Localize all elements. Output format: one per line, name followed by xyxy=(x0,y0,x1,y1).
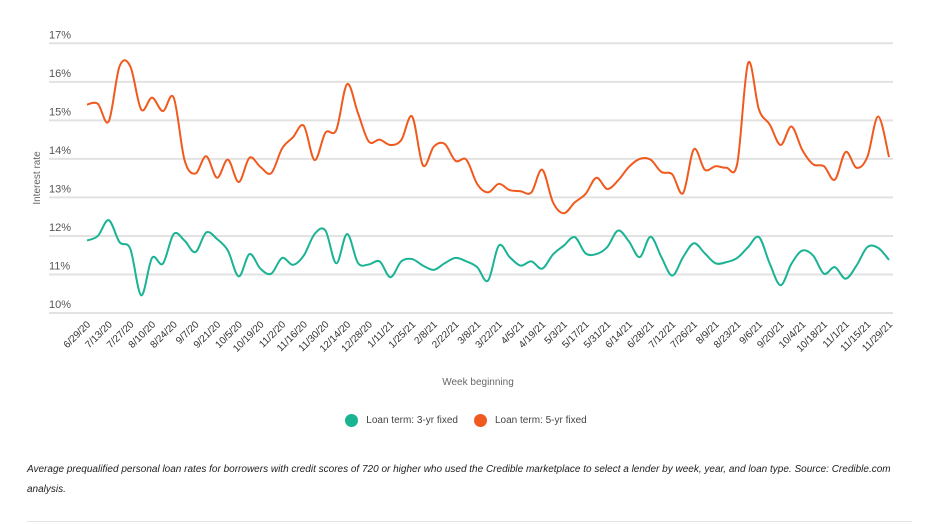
y-tick-label: 17% xyxy=(49,29,71,41)
legend-swatch-3yr xyxy=(345,414,359,427)
y-tick-label: 16% xyxy=(49,68,71,80)
y-tick-label: 14% xyxy=(49,145,71,157)
x-axis-label: Week beginning xyxy=(442,377,514,388)
y-tick-label: 12% xyxy=(49,222,71,234)
legend: Loan term: 3-yr fixed Loan term: 5-yr fi… xyxy=(0,414,932,427)
legend-item-3yr[interactable]: Loan term: 3-yr fixed xyxy=(345,414,458,427)
y-tick-label: 13% xyxy=(49,183,71,195)
chart-caption: Average prequalified personal loan rates… xyxy=(27,464,891,495)
legend-label-5yr: Loan term: 5-yr fixed xyxy=(495,415,587,426)
series-line-5yr xyxy=(86,59,890,215)
y-tick-label: 11% xyxy=(49,260,70,272)
divider xyxy=(27,521,912,522)
legend-item-5yr[interactable]: Loan term: 5-yr fixed xyxy=(474,414,587,427)
y-tick-label: 10% xyxy=(49,299,71,311)
y-axis-label: Interest rate xyxy=(32,151,43,205)
line-chart: 10%11%12%13%14%15%16%17% 6/29/207/13/207… xyxy=(32,29,895,388)
y-tick-label: 15% xyxy=(49,106,71,118)
legend-swatch-5yr xyxy=(474,414,487,427)
series-line-3yr xyxy=(86,219,890,297)
legend-label-3yr: Loan term: 3-yr fixed xyxy=(366,415,458,426)
